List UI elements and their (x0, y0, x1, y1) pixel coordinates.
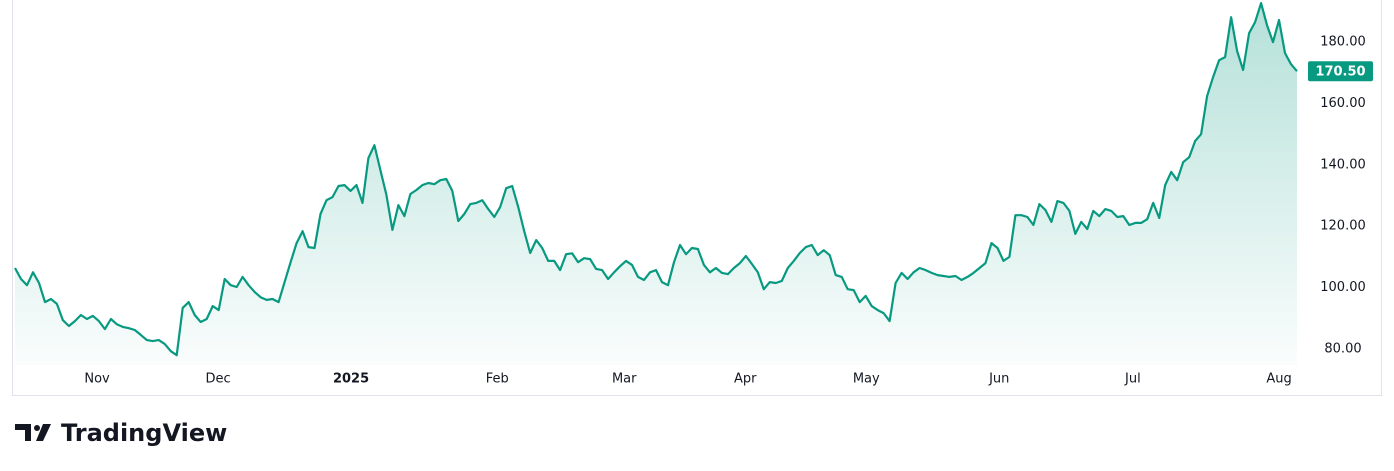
last-price-badge (1308, 61, 1373, 82)
y-tick-label: 80.00 (1324, 342, 1361, 357)
y-tick-label: 180.00 (1320, 35, 1366, 50)
x-tick-label: Dec (206, 372, 231, 387)
x-tick-label: Feb (486, 372, 509, 387)
y-tick-label: 140.00 (1320, 157, 1366, 172)
brand-logo (15, 424, 51, 441)
x-tick-label: Apr (734, 372, 757, 387)
y-tick-label: 100.00 (1320, 280, 1366, 295)
area-fill (15, 3, 1297, 365)
x-tick-label: Aug (1266, 372, 1291, 387)
price-line (14, 2, 1298, 357)
x-tick-label: May (853, 372, 880, 387)
chart-frame (12, 0, 1382, 396)
x-tick-label: Nov (84, 372, 110, 387)
x-tick-label: Mar (612, 372, 637, 387)
y-tick-label: 120.00 (1320, 219, 1366, 234)
x-tick-label: Jul (1124, 372, 1141, 387)
x-tick-label: Jun (988, 372, 1009, 387)
x-tick-label: 2025 (333, 372, 369, 387)
brand-name: TradingView (61, 419, 227, 447)
y-tick-label: 160.00 (1320, 96, 1366, 111)
last-price-label: 170.50 (1315, 65, 1365, 80)
